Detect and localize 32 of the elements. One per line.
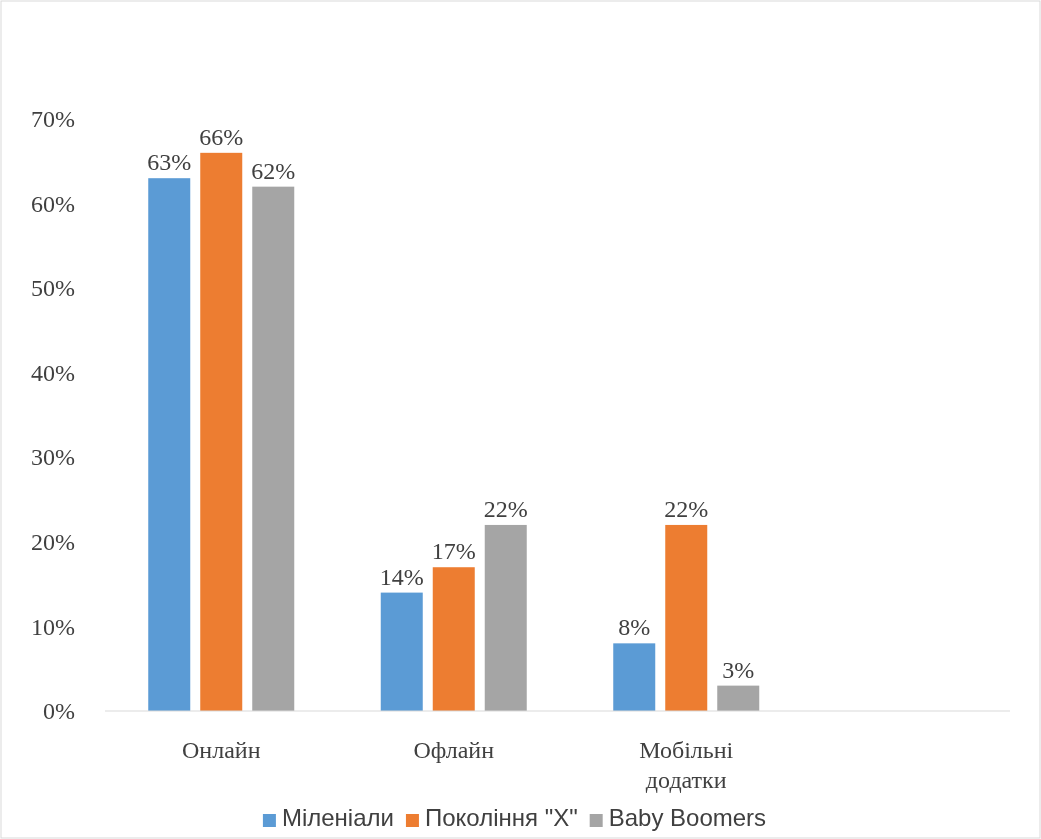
data-label: 22% [664, 495, 709, 522]
data-label: 63% [147, 149, 192, 176]
data-label: 14% [379, 563, 424, 590]
y-tick-label: 10% [31, 613, 75, 640]
x-tick-label: Онлайн [182, 737, 261, 763]
bar [380, 592, 423, 711]
bar [432, 567, 475, 711]
data-label: 66% [199, 123, 244, 150]
y-tick-label: 30% [31, 444, 75, 471]
bar [717, 685, 760, 711]
y-tick-label: 70% [31, 106, 75, 133]
data-label: 22% [483, 495, 528, 522]
bar [200, 152, 243, 711]
y-tick-label: 50% [31, 275, 75, 302]
data-label: 62% [251, 157, 296, 184]
x-tick-label: Мобільні додатки [639, 737, 734, 793]
y-tick-label: 20% [31, 529, 75, 556]
bar [252, 186, 295, 711]
data-label: 17% [431, 538, 476, 565]
y-tick-label: 0% [43, 698, 75, 725]
bar [613, 643, 656, 711]
y-tick-label: 40% [31, 359, 75, 386]
x-tick-label: Офлайн [413, 737, 495, 763]
bar [665, 524, 708, 711]
bar [484, 524, 527, 711]
data-label: 3% [722, 656, 755, 683]
legend-label: Baby Boomers [608, 804, 767, 831]
legend-label: Міленіали [281, 804, 394, 831]
data-label: 8% [618, 614, 651, 641]
y-tick-label: 60% [31, 190, 75, 217]
legend-label: Покоління "X" [424, 804, 578, 831]
bar [148, 178, 191, 711]
